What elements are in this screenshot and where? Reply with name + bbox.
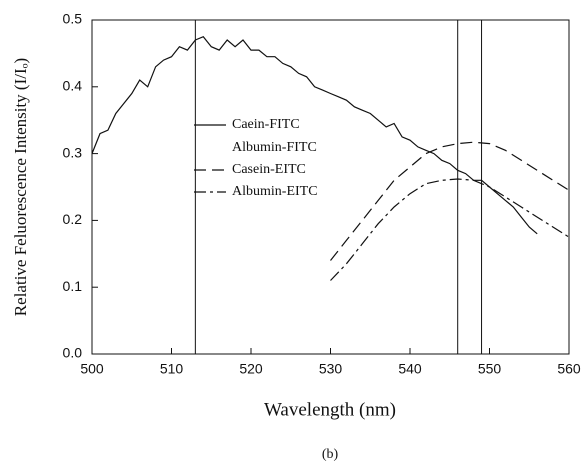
plot-frame xyxy=(91,19,570,355)
y-tick-label: 0.4 xyxy=(63,78,83,94)
data-line xyxy=(330,141,570,261)
y-tick-label: 0.3 xyxy=(63,144,83,160)
legend-label: Casein-EITC xyxy=(232,162,306,177)
y-tick-label: 0.2 xyxy=(63,211,83,227)
caption: (b) xyxy=(322,447,339,462)
legend-label: Albumin-FITC xyxy=(232,140,317,155)
x-tick-label: 540 xyxy=(398,361,422,377)
x-tick-label: 500 xyxy=(80,361,104,377)
data-line xyxy=(330,178,570,281)
data-line xyxy=(91,35,538,235)
legend-label: Caein-FITC xyxy=(232,117,300,132)
x-tick-label: 550 xyxy=(478,361,502,377)
legend-label: Albumin-EITC xyxy=(232,184,318,199)
y-tick-label: 0.0 xyxy=(63,345,83,361)
x-tick-label: 510 xyxy=(160,361,184,377)
y-axis-label: Relative Feluorescence Intensity (I/Iₒ) xyxy=(11,58,30,316)
x-tick-label: 560 xyxy=(557,361,581,377)
x-tick-label: 520 xyxy=(239,361,263,377)
x-axis-label: Wavelength (nm) xyxy=(264,399,396,420)
y-tick-label: 0.5 xyxy=(63,11,83,27)
x-tick-label: 530 xyxy=(319,361,343,377)
y-tick-label: 0.1 xyxy=(63,278,83,294)
